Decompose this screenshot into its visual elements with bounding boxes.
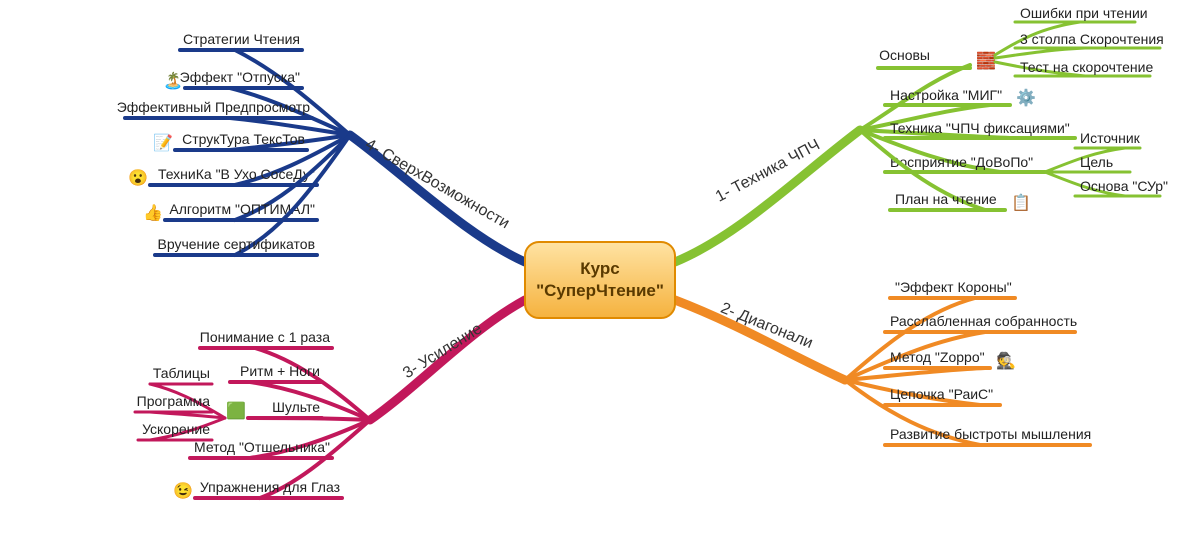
leaf-label[interactable]: "Эффект Короны" (895, 279, 1012, 295)
leaf-label[interactable]: Восприятие "ДоВоПо" (890, 154, 1033, 170)
leaf-label[interactable]: Шульте (272, 399, 320, 415)
leaf-icon: 📝 (153, 133, 173, 152)
leaf-label[interactable]: Метод "Zорро" (890, 349, 985, 365)
leaf-label[interactable]: СтрукТура ТексТов (182, 131, 305, 147)
leaf-label[interactable]: Эффект "Отпуска" (180, 69, 300, 85)
leaf-label[interactable]: Эффективный Предпросмотр (117, 99, 311, 115)
leaf-icon: 🧱 (976, 51, 996, 70)
leaf-label[interactable]: ТехниКа "В Ухо СосеДу" (158, 166, 315, 182)
center-title-line2: "СуперЧтение" (536, 281, 664, 300)
main-branch-curve (675, 300, 845, 380)
leaf-icon: ⚙️ (1016, 88, 1036, 107)
leaf-label[interactable]: Техника "ЧПЧ фиксациями" (890, 120, 1070, 136)
leaf-label[interactable]: Настройка "МИГ" (890, 87, 1002, 103)
branch-b1: 1- Техника ЧПЧОсновы🧱Ошибки при чтении3 … (675, 5, 1168, 262)
leaf-label[interactable]: Расслабленная собранность (890, 313, 1077, 329)
leaf-label[interactable]: Вручение сертификатов (158, 236, 316, 252)
leaf-label[interactable]: Цепочка "РаиС" (890, 386, 993, 402)
center-title-line1: Курс (580, 259, 619, 278)
leaf-icon: 😉 (173, 482, 193, 500)
leaf-label[interactable]: Ритм + Ноги (240, 363, 320, 379)
leaf-label[interactable]: Основы (879, 47, 930, 63)
main-branch-curve (370, 300, 525, 420)
leaf-label[interactable]: Таблицы (153, 365, 210, 381)
leaf-label[interactable]: Ускорение (142, 421, 210, 437)
leaf-label[interactable]: Тест на скорочтение (1020, 59, 1153, 75)
leaf-label[interactable]: Источник (1080, 130, 1141, 146)
mindmap-canvas: 1- Техника ЧПЧОсновы🧱Ошибки при чтении3 … (0, 0, 1200, 560)
leaf-label[interactable]: Ошибки при чтении (1020, 5, 1148, 21)
leaf-label[interactable]: Понимание с 1 раза (200, 329, 330, 345)
leaf-icon: 😮 (128, 169, 148, 187)
center-node[interactable] (525, 242, 675, 318)
branch-b2: 2- Диагонали"Эффект Короны"Расслабленная… (675, 279, 1091, 445)
leaf-label[interactable]: Программа (137, 393, 211, 409)
branch-b4: 4- СверхВозможности Стратегии Чтения Эффек… (117, 31, 525, 262)
main-branch-curve (675, 130, 860, 262)
branch-label[interactable]: 4- СверхВозможности (362, 136, 512, 232)
branch-b3: 3- Усиление Понимание с 1 раза Ритм + Ноги… (135, 300, 525, 500)
leaf-icon: 🏝️ (163, 71, 183, 90)
leaf-label[interactable]: План на чтение (895, 191, 997, 207)
branch-label[interactable]: 3- Усиление (400, 320, 485, 382)
leaf-label[interactable]: Упражнения для Глаз (200, 479, 340, 495)
leaf-label[interactable]: Основа "СУр" (1080, 178, 1168, 194)
leaf-label[interactable]: Стратегии Чтения (183, 31, 300, 47)
leaf-label[interactable]: 3 столпа Скорочтения (1020, 31, 1164, 47)
leaf-icon: 🕵️ (996, 351, 1016, 370)
leaf-label[interactable]: Метод "Отшельника" (194, 439, 330, 455)
leaf-icon: 📋 (1011, 193, 1031, 212)
leaf-icon: 🟩 (226, 401, 246, 420)
leaf-label[interactable]: Развитие быстроты мышления (890, 426, 1091, 442)
leaf-label[interactable]: Цель (1080, 154, 1113, 170)
leaf-icon: 👍 (143, 203, 163, 222)
